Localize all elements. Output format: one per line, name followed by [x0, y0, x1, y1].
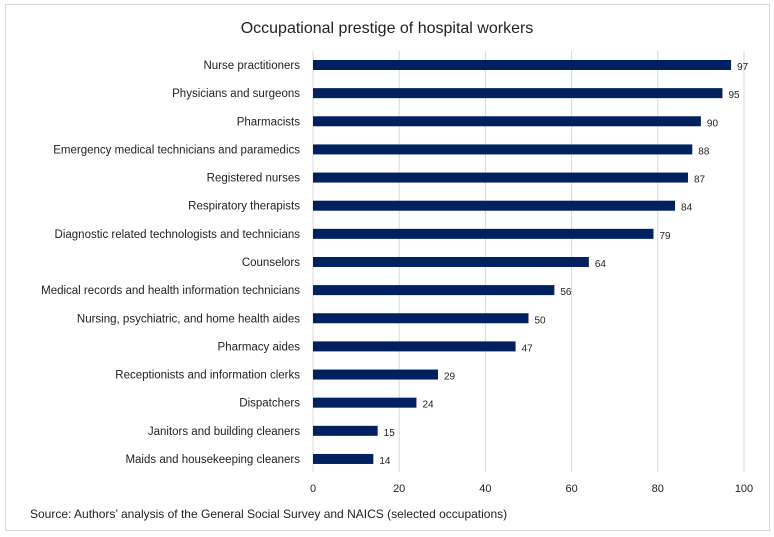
- x-tick-label: 0: [310, 483, 316, 495]
- data-label: 95: [728, 90, 740, 101]
- x-tick-label: 100: [735, 483, 753, 495]
- category-label: Medical records and health information t…: [41, 285, 300, 297]
- category-label: Respiratory therapists: [188, 201, 300, 213]
- bar: [313, 256, 589, 267]
- data-label: 56: [560, 287, 572, 298]
- category-label: Physicians and surgeons: [172, 88, 300, 100]
- source-note: Source: Authors’ analysis of the General…: [30, 507, 507, 521]
- category-label: Janitors and building cleaners: [148, 426, 300, 438]
- category-label: Pharmacists: [237, 116, 301, 128]
- x-tick-label: 20: [393, 483, 405, 495]
- category-label: Nursing, psychiatric, and home health ai…: [77, 313, 300, 325]
- bar: [313, 341, 516, 352]
- category-label: Dispatchers: [239, 398, 300, 410]
- data-label: 15: [384, 428, 396, 439]
- data-label: 97: [737, 62, 749, 73]
- bar: [313, 144, 693, 155]
- category-label: Diagnostic related technologists and tec…: [55, 229, 301, 241]
- chart-title: Occupational prestige of hospital worker…: [241, 20, 534, 37]
- data-label: 88: [698, 146, 710, 157]
- x-tick-label: 60: [565, 483, 577, 495]
- bar: [313, 60, 732, 70]
- bar: [313, 88, 723, 99]
- bar: [313, 285, 555, 296]
- data-label: 29: [444, 372, 456, 383]
- bar: [313, 228, 654, 239]
- bar: [313, 200, 676, 211]
- data-label: 24: [422, 400, 434, 411]
- category-label: Receptionists and information clerks: [115, 370, 300, 382]
- data-label: 47: [522, 343, 534, 354]
- bar: [313, 453, 374, 464]
- bar: [313, 425, 378, 436]
- data-label: 50: [535, 315, 547, 326]
- data-label: 79: [659, 231, 671, 242]
- bar: [313, 313, 529, 324]
- data-label: 87: [694, 175, 706, 186]
- bar: [313, 369, 438, 380]
- data-label: 64: [595, 259, 607, 270]
- x-tick-label: 80: [652, 483, 664, 495]
- category-label: Maids and housekeeping cleaners: [125, 454, 300, 466]
- category-label: Nurse practitioners: [203, 60, 300, 72]
- bar: [313, 397, 417, 408]
- category-label: Pharmacy aides: [218, 341, 301, 353]
- data-label: 84: [681, 203, 693, 214]
- bar: [313, 116, 701, 127]
- bar: [313, 172, 688, 183]
- data-label: 90: [707, 118, 719, 129]
- data-label: 14: [379, 456, 391, 467]
- category-label: Emergency medical technicians and parame…: [53, 144, 300, 156]
- x-tick-label: 40: [479, 483, 491, 495]
- category-label: Counselors: [242, 257, 300, 269]
- category-label: Registered nurses: [207, 173, 301, 185]
